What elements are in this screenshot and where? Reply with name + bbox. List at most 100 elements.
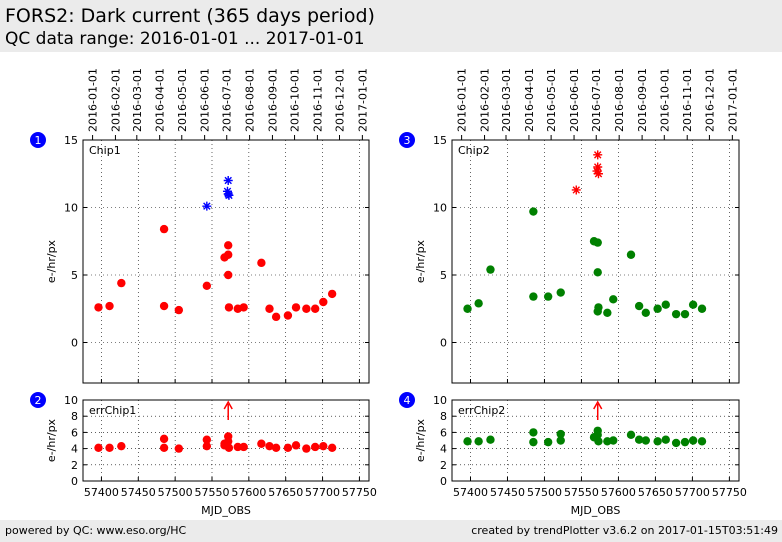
- data-point: [291, 441, 301, 450]
- data-point: [271, 312, 281, 322]
- data-point: [319, 441, 328, 451]
- data-point: [233, 442, 242, 452]
- data-point: [239, 303, 248, 312]
- date-tick-label: 2016-04-01: [154, 68, 167, 132]
- x-tick-label: 57450: [121, 486, 156, 499]
- y-tick-label: 0: [440, 475, 447, 488]
- y-tick-label: 4: [71, 443, 78, 456]
- data-point: [680, 309, 690, 319]
- y-tick-label: 0: [71, 337, 78, 350]
- data-point: [641, 436, 650, 445]
- x-tick-label: 57750: [342, 486, 377, 499]
- data-point: [117, 441, 126, 451]
- data-point: [174, 444, 184, 453]
- y-axis-label: e-/hr/px: [414, 418, 427, 462]
- date-tick-label: 2016-07-01: [221, 68, 234, 132]
- data-point: [265, 304, 274, 313]
- data-point: [283, 443, 293, 452]
- data-point: [463, 304, 472, 313]
- page-subtitle: QC data range: 2016-01-01 ... 2017-01-01: [5, 29, 365, 49]
- panel-number: 3: [404, 134, 411, 147]
- y-tick-label: 6: [71, 426, 78, 439]
- y-tick-label: 10: [433, 202, 447, 215]
- panel-label: errChip1: [89, 404, 136, 417]
- panel-number: 2: [35, 394, 42, 407]
- x-tick-label: 57750: [712, 486, 747, 499]
- date-tick-label: 2016-08-01: [244, 68, 257, 132]
- data-point: [291, 303, 301, 312]
- data-point: [626, 250, 636, 259]
- footer-credit: powered by QC: www.eso.org/HC: [5, 524, 187, 537]
- date-tick-label: 2016-06-01: [199, 68, 212, 132]
- date-tick-label: 2016-03-01: [131, 68, 144, 132]
- data-point: [594, 437, 603, 446]
- data-point: [680, 437, 690, 447]
- data-point: [159, 224, 169, 234]
- data-point: [634, 301, 644, 311]
- y-tick-label: 0: [71, 475, 78, 488]
- plot-frame: [451, 399, 740, 482]
- date-tick-label: 2016-01-01: [456, 68, 469, 132]
- y-tick-label: 8: [440, 410, 447, 423]
- data-point: [224, 270, 233, 280]
- y-tick-label: 0: [440, 337, 447, 350]
- y-tick-label: 8: [71, 410, 78, 423]
- data-point: [529, 437, 538, 447]
- date-tick-label: 2016-09-01: [266, 68, 279, 132]
- panel-label: Chip2: [458, 144, 490, 157]
- data-point: [159, 434, 169, 444]
- data-point: [697, 304, 707, 313]
- data-point-star: [224, 190, 234, 200]
- data-point: [159, 301, 169, 311]
- data-point: [653, 304, 662, 313]
- y-tick-label: 5: [71, 269, 78, 282]
- data-point: [486, 265, 495, 274]
- panel-number: 1: [35, 134, 42, 147]
- data-point: [224, 241, 233, 250]
- x-axis-label: MJD_OBS: [201, 504, 251, 517]
- date-tick-label: 2016-03-01: [500, 68, 513, 132]
- date-tick-label: 2016-01-01: [87, 68, 100, 132]
- data-point: [688, 436, 698, 445]
- data-point: [271, 443, 281, 452]
- data-point: [543, 437, 553, 447]
- data-point: [653, 437, 662, 446]
- data-point-star: [222, 186, 232, 196]
- data-point: [529, 292, 538, 301]
- data-point: [257, 439, 266, 448]
- date-tick-label: 2016-10-01: [658, 68, 671, 132]
- data-point: [661, 435, 670, 444]
- date-tick-label: 2017-01-01: [726, 68, 739, 132]
- date-tick-label: 2016-08-01: [613, 68, 626, 132]
- data-point-star: [593, 169, 603, 179]
- report-footer: powered by QC: www.eso.org/HC created by…: [0, 520, 782, 542]
- y-tick-label: 10: [433, 394, 447, 407]
- data-point: [310, 304, 320, 313]
- y-axis-label: e-/hr/px: [414, 239, 427, 283]
- data-point: [302, 444, 311, 453]
- data-point: [463, 437, 472, 446]
- out-of-range-arrow-head: [593, 400, 603, 410]
- data-point: [159, 443, 169, 452]
- panel-number: 4: [404, 394, 411, 407]
- x-tick-label: 57700: [675, 486, 710, 499]
- chart-panel-3: 0 5 10 15 2016-01-01 2016-02-01 2016-03-01 2016…: [399, 68, 740, 384]
- date-tick-label: 2016-07-01: [590, 68, 603, 132]
- panel-label: Chip1: [89, 144, 121, 157]
- plot-frame: [82, 399, 370, 482]
- y-axis-label: e-/hr/px: [45, 418, 58, 462]
- x-tick-label: 57550: [194, 486, 229, 499]
- date-tick-label: 2016-02-01: [109, 68, 122, 132]
- page-title: FORS2: Dark current (365 days period): [5, 5, 375, 27]
- panel-label: errChip2: [458, 404, 505, 417]
- data-point: [474, 299, 483, 308]
- x-tick-label: 57650: [268, 486, 303, 499]
- panel-number-badge: [399, 132, 415, 148]
- data-point: [661, 300, 670, 309]
- date-tick-label: 2016-10-01: [289, 68, 302, 132]
- data-point: [302, 304, 311, 313]
- x-tick-label: 57400: [453, 486, 488, 499]
- grid: [83, 399, 369, 482]
- x-tick-label: 57500: [527, 486, 562, 499]
- data-point: [641, 308, 650, 317]
